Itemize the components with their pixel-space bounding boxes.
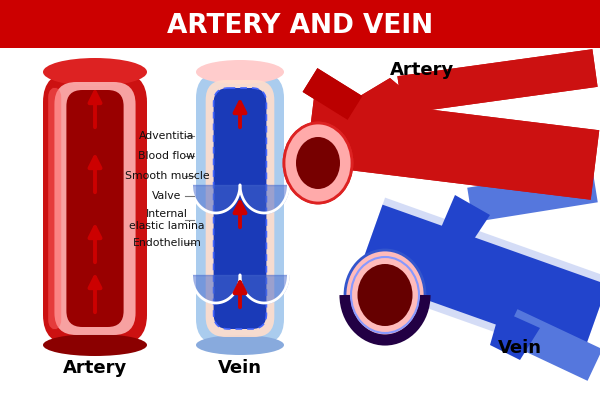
Bar xyxy=(0,0,600,48)
FancyBboxPatch shape xyxy=(48,87,61,330)
Polygon shape xyxy=(345,78,430,130)
Polygon shape xyxy=(306,95,599,200)
Polygon shape xyxy=(306,95,599,200)
Ellipse shape xyxy=(296,137,340,189)
FancyBboxPatch shape xyxy=(196,72,284,345)
Ellipse shape xyxy=(196,335,284,355)
Ellipse shape xyxy=(358,264,413,326)
Polygon shape xyxy=(397,49,598,114)
Polygon shape xyxy=(467,168,598,222)
Ellipse shape xyxy=(345,250,425,340)
Polygon shape xyxy=(345,78,430,130)
FancyBboxPatch shape xyxy=(67,90,124,327)
Text: ARTERY AND VEIN: ARTERY AND VEIN xyxy=(167,13,433,39)
Text: Vein: Vein xyxy=(498,339,542,357)
FancyBboxPatch shape xyxy=(43,72,147,345)
Text: Artery: Artery xyxy=(390,61,454,79)
Text: Smooth muscle: Smooth muscle xyxy=(125,171,209,181)
Text: Adventitia: Adventitia xyxy=(139,131,194,141)
Ellipse shape xyxy=(284,123,352,203)
Text: Blood flow: Blood flow xyxy=(139,151,196,162)
FancyBboxPatch shape xyxy=(55,82,136,335)
Text: Endothelium: Endothelium xyxy=(133,238,202,248)
Ellipse shape xyxy=(296,137,340,189)
Ellipse shape xyxy=(284,123,352,203)
Polygon shape xyxy=(302,68,362,120)
Polygon shape xyxy=(503,309,600,381)
Text: Internal
elastic lamina: Internal elastic lamina xyxy=(129,209,205,231)
Ellipse shape xyxy=(43,334,147,356)
Text: Vein: Vein xyxy=(218,359,262,377)
Polygon shape xyxy=(397,49,598,114)
Text: Valve: Valve xyxy=(152,191,182,201)
Polygon shape xyxy=(358,205,600,355)
Polygon shape xyxy=(490,310,540,360)
Polygon shape xyxy=(302,68,362,120)
Ellipse shape xyxy=(196,60,284,84)
Polygon shape xyxy=(440,195,490,245)
FancyBboxPatch shape xyxy=(214,88,266,329)
FancyBboxPatch shape xyxy=(206,80,274,337)
Text: Artery: Artery xyxy=(63,359,127,377)
Polygon shape xyxy=(355,198,600,362)
Ellipse shape xyxy=(43,58,147,86)
